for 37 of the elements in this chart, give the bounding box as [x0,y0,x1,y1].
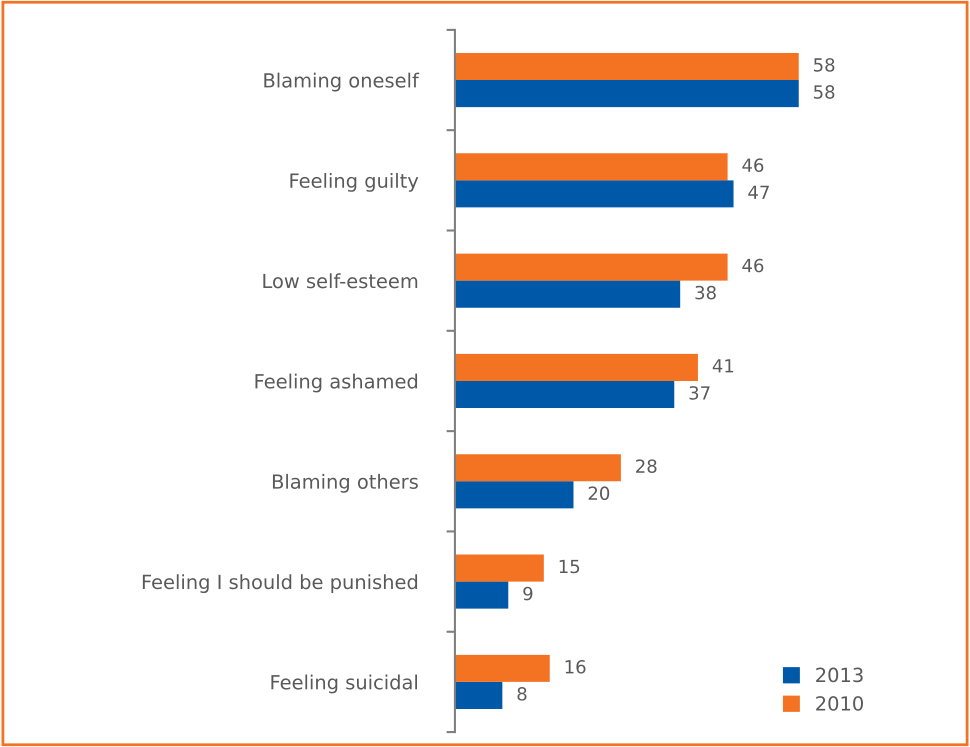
bar [454,180,734,208]
legend-label: 2010 [816,696,863,711]
bar [454,682,502,709]
y-tick-label: Feeling ashamed [256,374,418,392]
bar [454,280,680,308]
data-label: 38 [695,286,716,300]
bar [454,654,550,682]
bar [454,554,544,582]
bar [454,582,508,609]
data-label: 46 [742,158,764,172]
y-tick-label: Low self-esteem [263,273,418,288]
data-label: 15 [560,560,580,574]
data-label: 28 [636,459,657,473]
bar [454,52,799,80]
data-label: 37 [690,386,710,400]
data-label: 20 [588,486,610,500]
bar [454,380,674,408]
data-label: 58 [814,85,834,99]
bar [454,153,728,180]
legend-label: 2013 [816,668,863,682]
bar [454,354,698,381]
y-tick-label: Feeling suicidal [271,674,417,694]
y-tick-label: Blaming oneself [264,72,420,92]
data-label: 58 [814,58,834,72]
bar [454,481,574,508]
bar [454,454,621,482]
bar [454,80,799,108]
data-label: 46 [742,258,764,272]
data-label: 47 [748,186,769,199]
y-tick-label: Feeling guilty [290,172,418,192]
data-label: 16 [566,660,586,674]
data-label: 8 [517,687,526,701]
y-tick-label: Blaming others [272,474,418,493]
data-label: 9 [523,586,532,600]
y-tick-label: Feeling I should be punished [142,574,418,594]
data-label: 41 [712,359,734,372]
bar [454,254,728,281]
